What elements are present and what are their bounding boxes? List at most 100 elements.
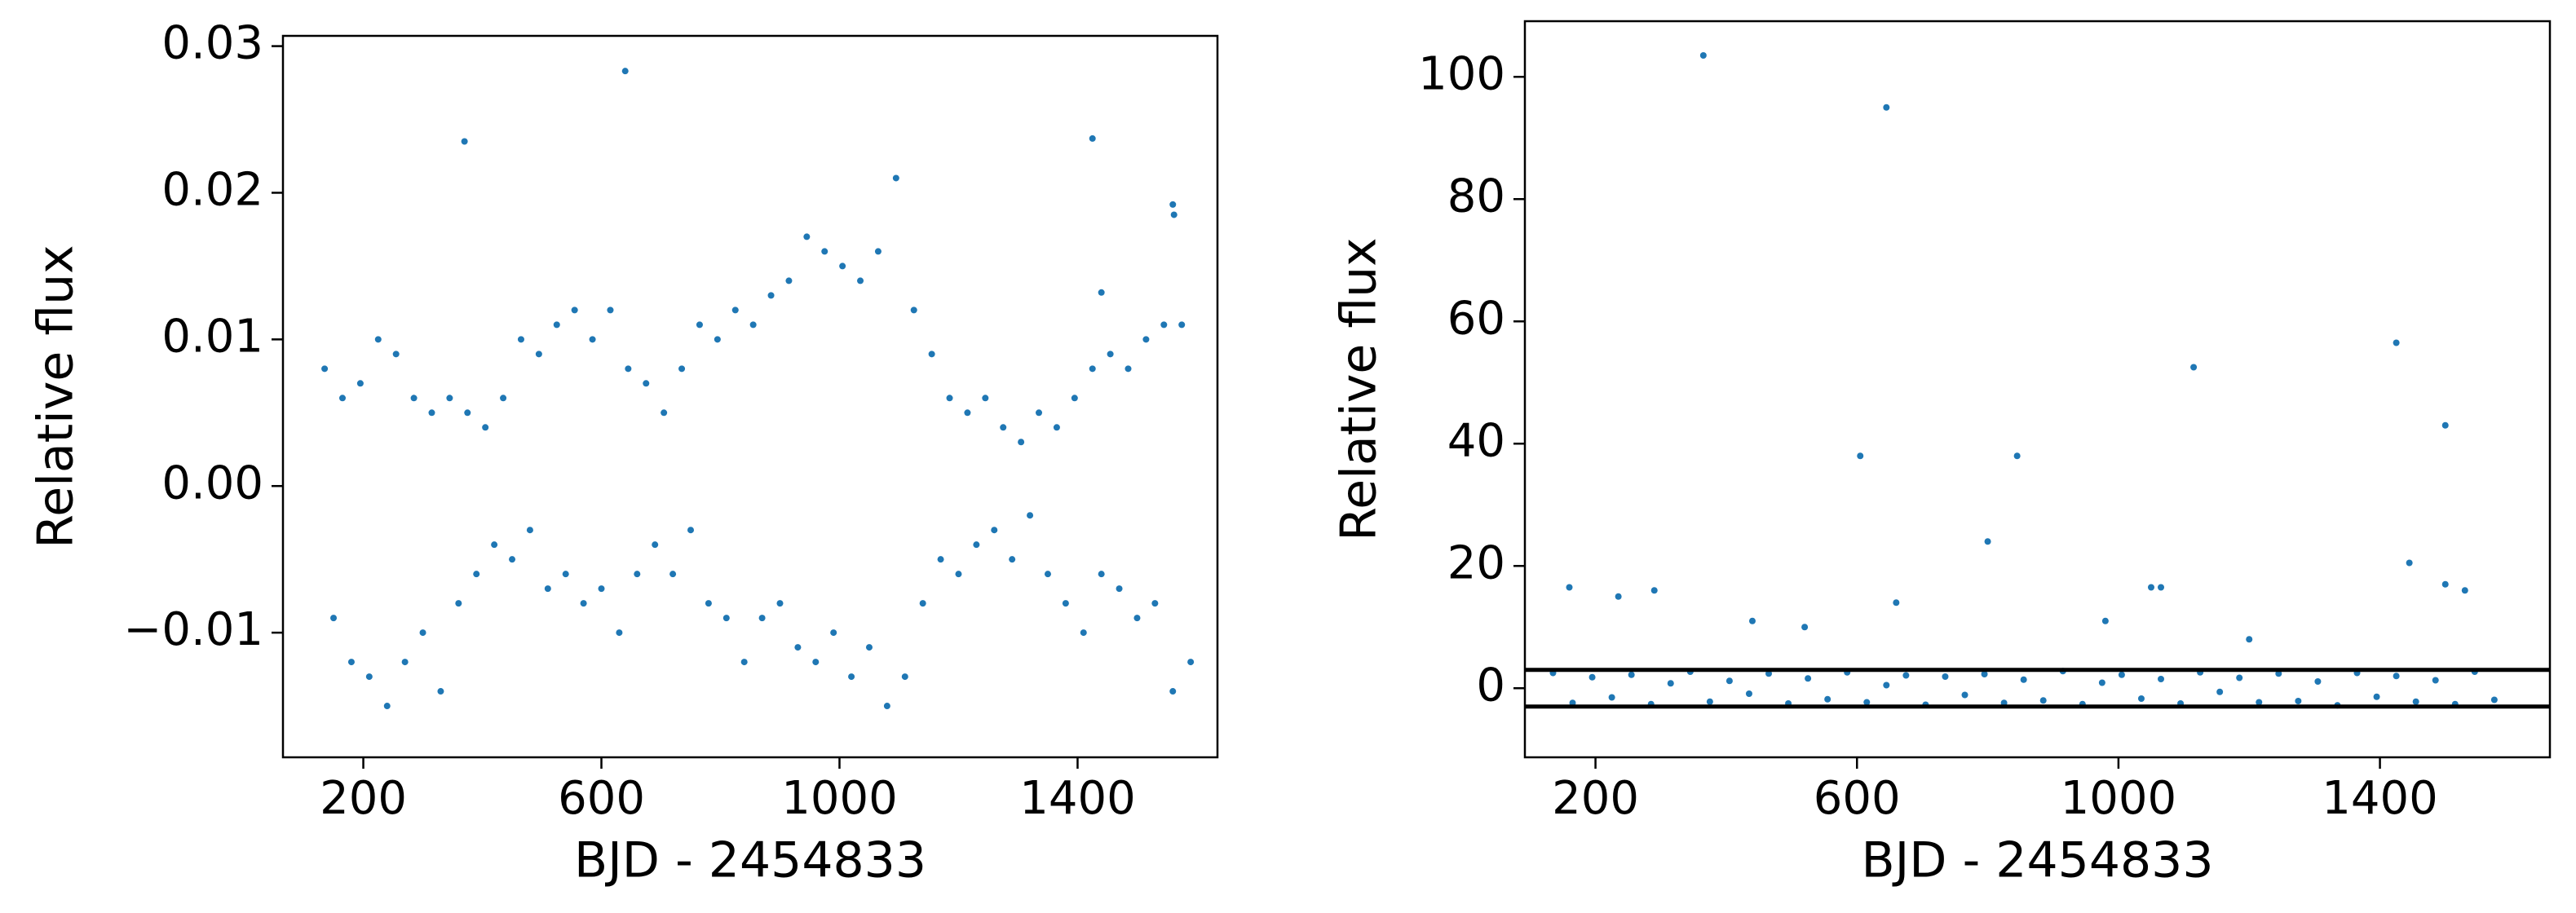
point <box>1883 681 1890 689</box>
y-tick-label: 0.00 <box>161 456 263 509</box>
x-tick-label: 1000 <box>781 772 898 825</box>
point <box>621 68 629 75</box>
point <box>973 541 980 549</box>
point <box>2314 678 2322 685</box>
point <box>455 600 462 607</box>
point <box>491 541 498 549</box>
point <box>892 174 899 182</box>
point <box>2098 679 2105 686</box>
y-tick-label: 20 <box>1447 536 1505 589</box>
point <box>2461 587 2468 594</box>
point <box>661 409 668 417</box>
point <box>2490 696 2498 703</box>
point <box>526 527 533 534</box>
point <box>1902 672 1910 679</box>
point <box>1883 104 1890 111</box>
point <box>982 395 989 402</box>
point <box>2393 339 2400 346</box>
y-tick-label: 0.01 <box>161 310 263 363</box>
point <box>678 365 686 373</box>
point <box>848 673 855 681</box>
point <box>634 571 641 578</box>
point <box>1893 599 1900 606</box>
point <box>330 615 338 622</box>
x-tick-label: 1400 <box>1019 772 1136 825</box>
point <box>374 336 382 343</box>
point <box>446 395 453 402</box>
point <box>1961 691 1968 699</box>
point <box>1863 699 1871 706</box>
point <box>464 409 471 417</box>
point <box>2373 693 2380 700</box>
point <box>625 365 632 373</box>
point <box>1748 617 1756 624</box>
axes-frame <box>281 34 1219 759</box>
y-tick-label: 40 <box>1447 414 1505 467</box>
point <box>392 351 400 358</box>
point <box>1036 409 1043 417</box>
point <box>544 585 551 593</box>
y-tick-label: 100 <box>1418 47 1505 100</box>
y-axis-label: Relative flux <box>1331 237 1388 540</box>
point <box>383 703 391 710</box>
point <box>1170 211 1178 218</box>
point <box>535 351 542 358</box>
x-axis-label: BJD - 2454833 <box>574 832 926 889</box>
point <box>1805 675 1812 682</box>
point <box>1089 135 1096 142</box>
point <box>473 571 480 578</box>
point <box>946 395 953 402</box>
point <box>1133 615 1141 622</box>
y-tick-label: −0.01 <box>123 603 263 656</box>
point <box>839 262 846 270</box>
point <box>714 336 721 343</box>
point <box>731 307 739 314</box>
point <box>2441 421 2449 429</box>
point <box>2147 584 2154 591</box>
point <box>669 571 677 578</box>
point <box>1699 52 1707 59</box>
point <box>1706 698 1713 705</box>
point <box>1116 585 1123 593</box>
point <box>1745 690 1752 697</box>
point <box>2295 698 2302 704</box>
point <box>901 673 908 681</box>
point <box>553 321 560 329</box>
point <box>1009 556 1016 563</box>
x-tick-label: 600 <box>1814 772 1901 825</box>
point <box>1169 688 1177 695</box>
point <box>419 629 426 637</box>
y-tick-label: 60 <box>1447 292 1505 345</box>
point <box>955 571 962 578</box>
x-tick-label: 200 <box>1552 772 1639 825</box>
point <box>1187 659 1195 666</box>
point <box>1018 439 1025 446</box>
point <box>1062 600 1069 607</box>
point <box>1628 671 1635 678</box>
point <box>2039 697 2047 704</box>
point <box>749 321 757 329</box>
point <box>2013 452 2021 460</box>
point <box>1984 538 1991 545</box>
point <box>1942 673 1949 680</box>
point <box>2020 676 2027 683</box>
point <box>1650 587 1658 594</box>
point <box>2236 674 2243 681</box>
point <box>347 659 355 666</box>
point <box>2158 584 2165 591</box>
point <box>1098 571 1105 578</box>
point <box>338 395 346 402</box>
y-tick-label: 0.02 <box>161 164 263 217</box>
point <box>2441 580 2449 588</box>
point <box>461 138 468 145</box>
point <box>1125 365 1132 373</box>
point <box>857 277 864 284</box>
point <box>767 292 775 299</box>
point <box>937 556 944 563</box>
point <box>1044 571 1051 578</box>
point <box>803 233 811 240</box>
point <box>1027 512 1034 519</box>
point <box>1801 624 1809 631</box>
point <box>830 629 837 637</box>
